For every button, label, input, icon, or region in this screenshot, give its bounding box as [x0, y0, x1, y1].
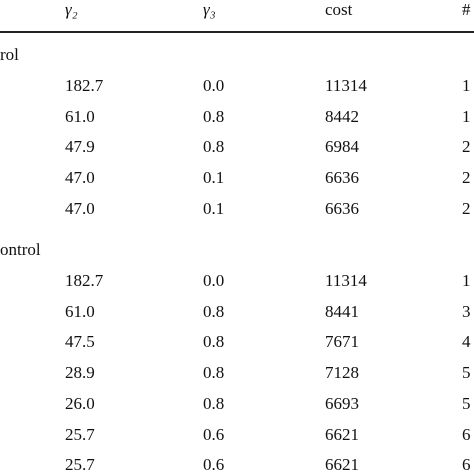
- table-cell: 6: [462, 455, 471, 475]
- table-cell: 47.9: [65, 137, 95, 157]
- table-cell: 0.8: [203, 363, 225, 383]
- table-cell: 0.6: [203, 455, 225, 475]
- table-cell: 0.1: [203, 198, 225, 218]
- table-cell: 3: [462, 301, 471, 321]
- table-cell: 6621: [325, 455, 359, 475]
- table-cell: 7671: [325, 332, 359, 352]
- table-cell: 182.7: [65, 271, 104, 290]
- table-cell: 6636: [325, 168, 359, 188]
- table-cell: 47.0: [65, 198, 95, 218]
- table-cell: 0.1: [203, 168, 225, 188]
- table-cell: 7128: [325, 363, 359, 383]
- table-cell: 0.8: [203, 301, 225, 321]
- column-header: cost: [325, 0, 353, 19]
- table-cell: 0.8: [203, 106, 225, 126]
- column-header: γ₂: [65, 0, 78, 19]
- table-cell: 0.0: [203, 76, 225, 95]
- table-cell: 2: [462, 137, 471, 157]
- table-cell: 28.9: [65, 363, 95, 383]
- column-header: γ₃: [203, 0, 216, 19]
- table-cell: 1: [462, 76, 471, 95]
- table-cell: 1: [462, 271, 471, 290]
- table-cell: 6: [462, 424, 471, 444]
- table-cell: 11314: [325, 76, 367, 95]
- table-cell: 5: [462, 393, 471, 413]
- table-cell: 0.8: [203, 393, 225, 413]
- table-cell: 25.7: [65, 424, 95, 444]
- table-cell: 5: [462, 363, 471, 383]
- table-cell: 47.5: [65, 332, 95, 352]
- table-cell: 4: [462, 332, 471, 352]
- table-cell: 182.7: [65, 76, 104, 95]
- table-cell: 11314: [325, 271, 367, 290]
- header-rule: [0, 31, 474, 33]
- table-cell: 0.6: [203, 424, 225, 444]
- table-cell: 61.0: [65, 106, 95, 126]
- section-label: rol: [0, 45, 19, 64]
- table-cell: 2: [462, 168, 471, 188]
- table-cell: 26.0: [65, 393, 95, 413]
- table-cell: 1: [462, 106, 471, 126]
- column-header: #: [462, 0, 471, 19]
- table-cell: 25.7: [65, 455, 95, 475]
- table-cell: 0.0: [203, 271, 225, 290]
- table-cell: 2: [462, 198, 471, 218]
- table-cell: 8442: [325, 106, 359, 126]
- table-cell: 0.8: [203, 332, 225, 352]
- table-cell: 47.0: [65, 168, 95, 188]
- table-cell: 6621: [325, 424, 359, 444]
- table-cell: 6693: [325, 393, 359, 413]
- table-cell: 61.0: [65, 301, 95, 321]
- table-cell: 6984: [325, 137, 359, 157]
- table-cell: 6636: [325, 198, 359, 218]
- section-label: ontrol: [0, 240, 41, 259]
- table-cell: 0.8: [203, 137, 225, 157]
- table-cell: 8441: [325, 301, 359, 321]
